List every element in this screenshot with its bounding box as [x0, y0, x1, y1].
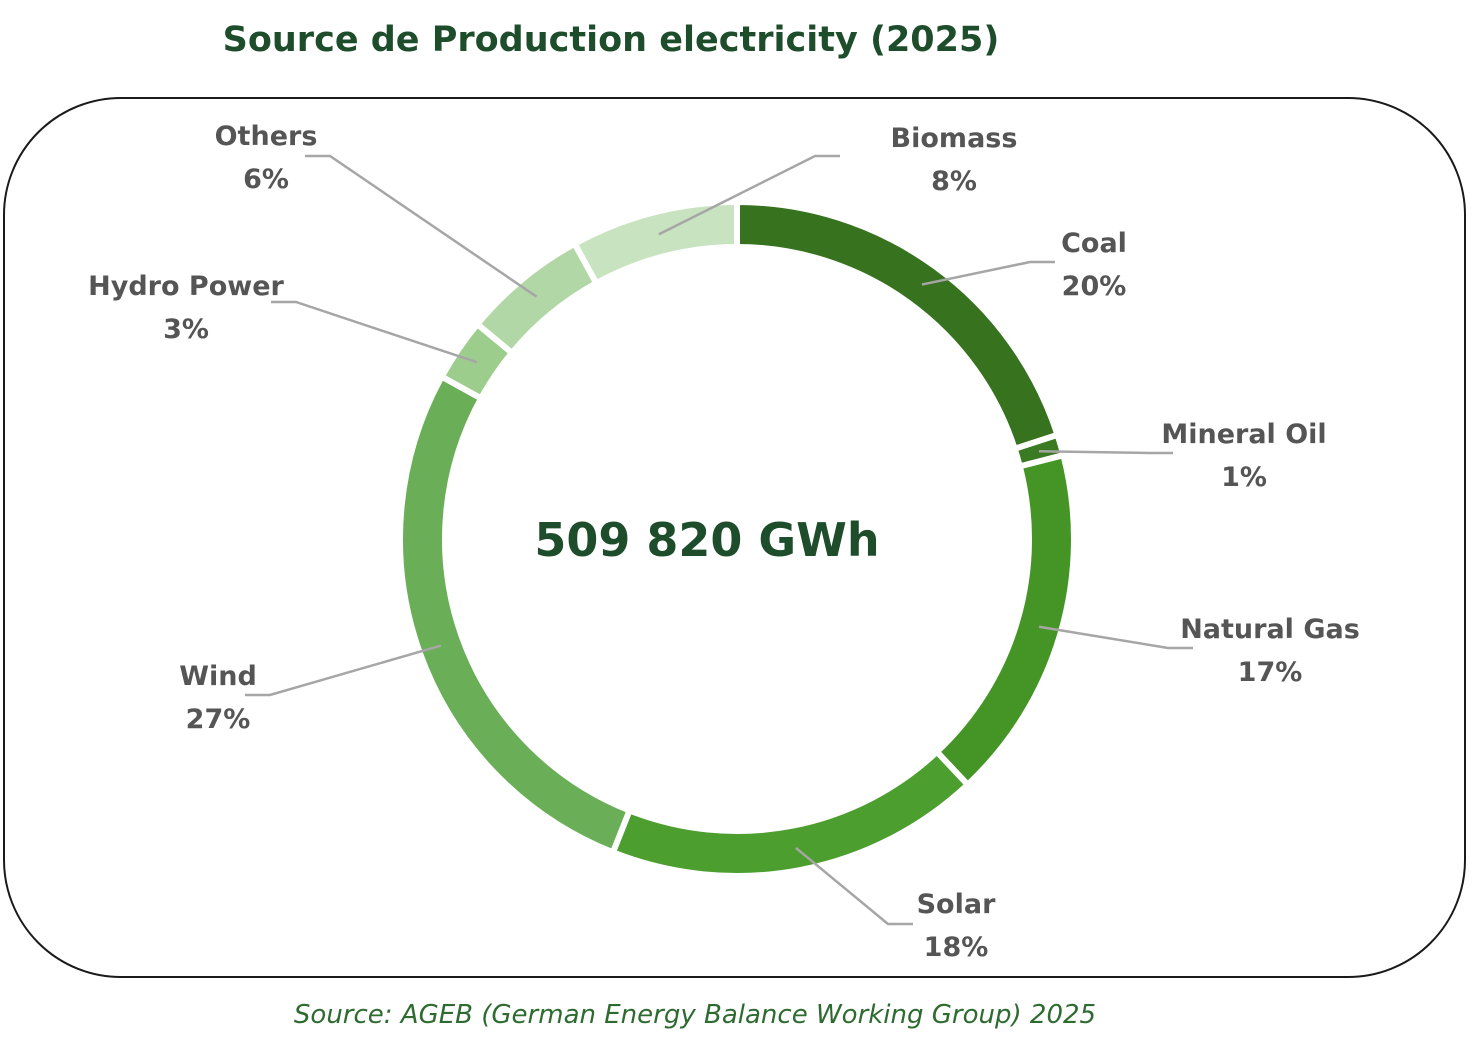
leader-lines — [245, 154, 1193, 926]
leader-line-solar — [795, 846, 913, 926]
slice-value-wind: 27% — [186, 704, 251, 735]
slice-label-coal: Coal — [1061, 228, 1127, 259]
slice-label-hydro-power: Hydro Power — [88, 271, 284, 302]
slice-natural-gas — [932, 451, 1077, 789]
slice-value-coal: 20% — [1062, 271, 1127, 302]
leader-line-hydro-power — [271, 300, 478, 364]
slice-label-solar: Solar — [917, 889, 996, 920]
center-total-label: 509 820 GWh — [534, 513, 879, 567]
slice-label-mineral-oil: Mineral Oil — [1161, 419, 1326, 450]
leader-line-coal — [921, 260, 1055, 286]
slice-labels: Coal 20% Mineral Oil 1% Natural Gas 17% Solar 1… — [88, 121, 1360, 963]
slice-biomass — [570, 198, 740, 288]
slice-solar — [609, 747, 972, 879]
slice-value-solar: 18% — [924, 932, 989, 963]
leader-line-others — [305, 154, 538, 298]
slice-value-biomass: 8% — [931, 166, 977, 197]
slice-value-natural-gas: 17% — [1238, 657, 1303, 688]
slice-label-wind: Wind — [179, 661, 257, 692]
slice-value-hydro-power: 3% — [163, 314, 209, 345]
slice-value-others: 6% — [243, 164, 289, 195]
chart-title: Source de Production electricity (2025) — [222, 20, 1000, 60]
leader-line-biomass — [658, 154, 840, 236]
slice-others — [473, 239, 601, 358]
slice-label-biomass: Biomass — [891, 123, 1018, 154]
leader-line-natural-gas — [1038, 625, 1193, 650]
leader-line-mineral-oil — [1038, 450, 1173, 455]
slice-value-mineral-oil: 1% — [1221, 462, 1267, 493]
chart-frame — [3, 97, 1466, 978]
slice-wind — [397, 372, 634, 857]
source-note: Source: AGEB (German Energy Balance Work… — [293, 1000, 1097, 1030]
slice-coal — [734, 198, 1062, 453]
leader-line-wind — [245, 644, 442, 697]
slice-label-natural-gas: Natural Gas — [1180, 614, 1360, 645]
slice-label-others: Others — [215, 121, 318, 152]
